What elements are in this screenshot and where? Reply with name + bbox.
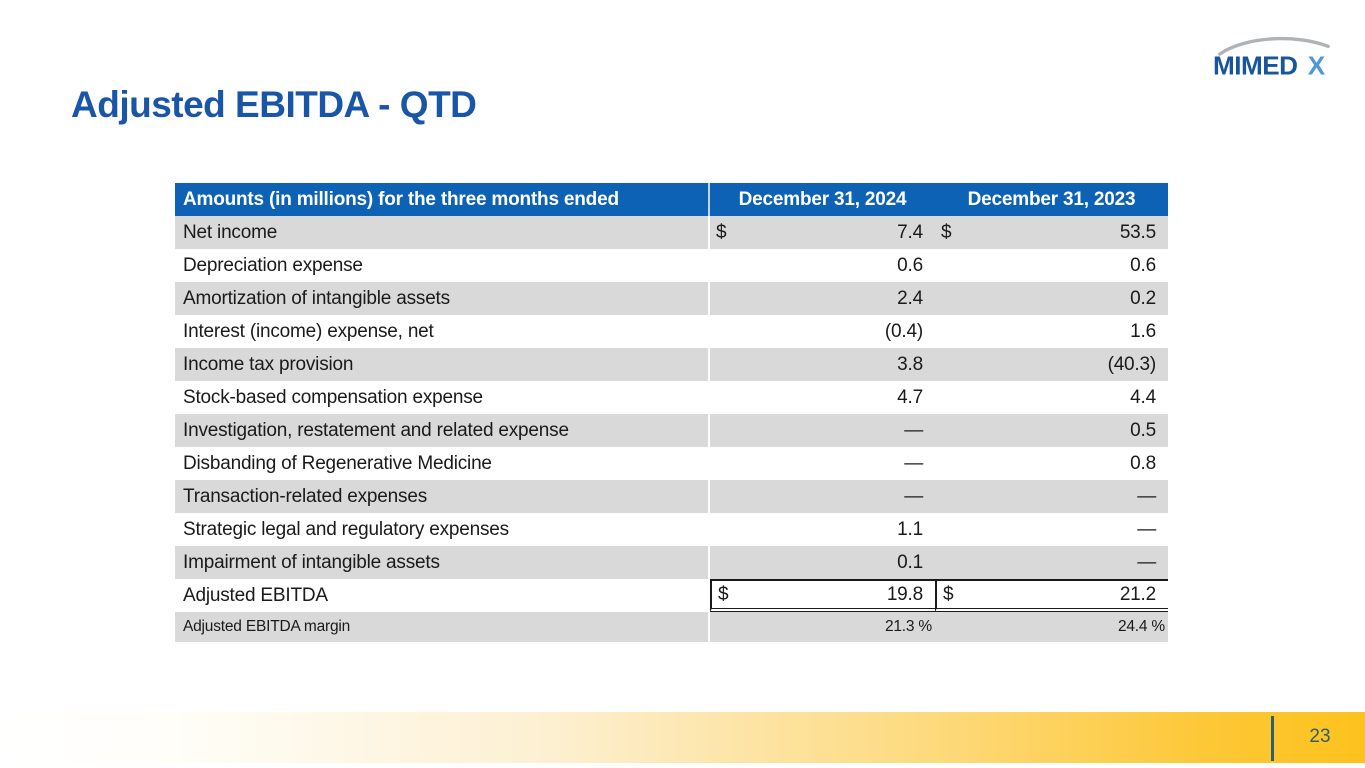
table-row: Strategic legal and regulatory expenses … <box>175 513 1168 546</box>
table-row-adjusted-ebitda: Adjusted EBITDA $19.8 $21.2 <box>175 579 1168 612</box>
mimedx-logo: MIMED X <box>1213 37 1330 80</box>
cell-value: 4.7 <box>897 386 923 408</box>
table-row-ebitda-margin: Adjusted EBITDA margin 21.3 % 24.4 % <box>175 612 1168 642</box>
page-title: Adjusted EBITDA - QTD <box>71 84 477 125</box>
row-label: Net income <box>175 216 710 249</box>
row-label: Income tax provision <box>175 348 710 381</box>
cell-value: 21.2 <box>1119 583 1156 605</box>
row-label: Adjusted EBITDA <box>175 579 710 612</box>
header-dec-2024: December 31, 2024 <box>738 188 907 210</box>
cell-value: 4.4 <box>1130 386 1156 408</box>
cell-value: (0.4) <box>884 320 923 342</box>
row-label: Stock-based compensation expense <box>175 381 710 414</box>
cell-value: 19.8 <box>886 583 923 605</box>
cell-value: 0.8 <box>1130 452 1156 474</box>
page-number: 23 <box>1309 726 1331 747</box>
currency-symbol: $ <box>718 583 729 605</box>
row-label: Disbanding of Regenerative Medicine <box>175 447 710 480</box>
cell-value: 53.5 <box>1119 221 1156 243</box>
currency-symbol: $ <box>716 221 727 243</box>
currency-symbol: $ <box>941 221 952 243</box>
row-label: Adjusted EBITDA margin <box>175 612 710 642</box>
table-row: Impairment of intangible assets 0.1 — <box>175 546 1168 579</box>
table-row: Depreciation expense 0.6 0.6 <box>175 249 1168 282</box>
cell-value: 0.2 <box>1130 287 1156 309</box>
table-row: Disbanding of Regenerative Medicine — 0.… <box>175 447 1168 480</box>
table-row: Income tax provision 3.8 (40.3) <box>175 348 1168 381</box>
table-row: Investigation, restatement and related e… <box>175 414 1168 447</box>
footer-gradient-bar <box>0 712 1365 763</box>
row-label: Amortization of intangible assets <box>175 282 710 315</box>
cell-value: — <box>1137 518 1156 540</box>
table-row: Amortization of intangible assets 2.4 0.… <box>175 282 1168 315</box>
cell-value: 24.4 % <box>1117 618 1165 635</box>
table-row: Interest (income) expense, net (0.4) 1.6 <box>175 315 1168 348</box>
cell-value: 0.6 <box>897 254 923 276</box>
table-row: Stock-based compensation expense 4.7 4.4 <box>175 381 1168 414</box>
row-label: Interest (income) expense, net <box>175 315 710 348</box>
row-label: Investigation, restatement and related e… <box>175 414 710 447</box>
footer-divider-line <box>1271 716 1274 761</box>
cell-value: 21.3 % <box>884 618 932 635</box>
row-label: Strategic legal and regulatory expenses <box>175 513 710 546</box>
ebitda-table: Amounts (in millions) for the three mont… <box>175 183 1168 642</box>
cell-value: 3.8 <box>897 353 923 375</box>
cell-value: 0.5 <box>1130 419 1156 441</box>
cell-value: — <box>904 452 923 474</box>
row-label: Impairment of intangible assets <box>175 546 710 579</box>
header-dec-2023: December 31, 2023 <box>967 188 1136 210</box>
currency-symbol: $ <box>943 583 954 605</box>
logo-text-main: MIMED <box>1213 50 1298 80</box>
logo-text-x: X <box>1308 50 1326 80</box>
cell-value: 1.6 <box>1130 320 1156 342</box>
row-label: Depreciation expense <box>175 249 710 282</box>
cell-value: 2.4 <box>897 287 923 309</box>
table-row: Transaction-related expenses — — <box>175 480 1168 513</box>
cell-value: 0.6 <box>1130 254 1156 276</box>
header-amounts: Amounts (in millions) for the three mont… <box>175 183 710 216</box>
table-row: Net income $7.4 $53.5 <box>175 216 1168 249</box>
row-label: Transaction-related expenses <box>175 480 710 513</box>
cell-value: — <box>1137 485 1156 507</box>
cell-value: — <box>1137 551 1156 573</box>
cell-value: — <box>904 419 923 441</box>
cell-value: 1.1 <box>897 518 923 540</box>
cell-value: — <box>904 485 923 507</box>
cell-value: (40.3) <box>1107 353 1157 375</box>
cell-value: 7.4 <box>897 221 923 243</box>
cell-value: 0.1 <box>897 551 923 573</box>
logo-swoosh-icon <box>1218 37 1330 56</box>
table-header-row: Amounts (in millions) for the three mont… <box>175 183 1168 216</box>
